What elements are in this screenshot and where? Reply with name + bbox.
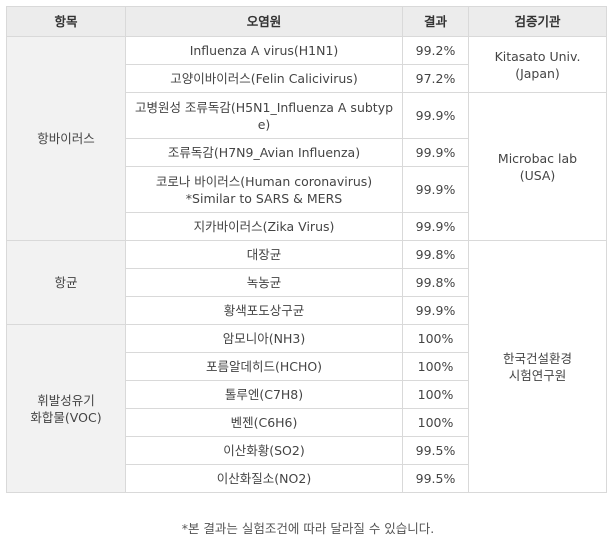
pollutant-cell: 암모니아(NH3) — [125, 324, 403, 353]
group-voc: 휘발성유기 화합물(VOC) — [6, 324, 126, 493]
table-row: 벤젠(C6H6) 100% — [7, 408, 607, 437]
table-row: 포름알데히드(HCHO) 100% — [7, 352, 607, 381]
pollutant-line2: e) — [257, 116, 271, 132]
pollutant-cell: 황색포도상구균 — [125, 296, 403, 325]
agency-korea-line1: 한국건설환경 — [502, 350, 572, 366]
table-row: 항바이러스 Influenza A virus(H1N1) 99.2% Kita… — [6, 36, 607, 241]
header-pollutant: 오염원 — [125, 6, 403, 37]
pollutant-cell: 대장균 — [125, 240, 403, 269]
table-row: 지카바이러스(Zika Virus) 99.9% — [7, 212, 607, 241]
result-cell: 97.2% — [402, 64, 469, 93]
table-row: 조류독감(H7N9_Avian Influenza) 99.9% — [7, 138, 607, 167]
pollutant-cell: 이산화황(SO2) — [125, 436, 403, 465]
result-cell: 99.9% — [402, 296, 469, 325]
pollutant-cell: 톨루엔(C7H8) — [125, 380, 403, 409]
agency-kitasato: Kitasato Univ. (Japan) — [468, 36, 607, 93]
header-agency: 검증기관 — [468, 6, 607, 37]
result-cell: 99.9% — [402, 92, 469, 139]
pollutant-line1: 코로나 바이러스(Human coronavirus) — [155, 173, 373, 189]
results-table-container: 항목 오염원 결과 검증기관 항바이러스 Influenza A virus(H… — [6, 6, 607, 493]
table-row: 톨루엔(C7H8) 100% — [7, 380, 607, 409]
result-cell: 100% — [402, 324, 469, 353]
header-result: 결과 — [402, 6, 469, 37]
pollutant-line1: 고병원성 조류독감(H5N1_Influenza A subtyp — [134, 99, 394, 115]
footnote: *본 결과는 실험조건에 따라 달라질 수 있습니다. — [181, 521, 435, 536]
pollutant-cell: 벤젠(C6H6) — [125, 408, 403, 437]
result-cell: 99.5% — [402, 436, 469, 465]
table-row: 이산화황(SO2) 99.5% — [7, 436, 607, 465]
result-cell: 99.9% — [402, 212, 469, 241]
pollutant-cell: 조류독감(H7N9_Avian Influenza) — [125, 138, 403, 167]
result-cell: 99.8% — [402, 240, 469, 269]
header-item: 항목 — [6, 6, 126, 37]
agency-korea: 한국건설환경 시험연구원 — [468, 240, 607, 493]
pollutant-cell: 고양이바이러스(Felin Calicivirus) — [125, 64, 403, 93]
result-cell: 99.9% — [402, 166, 469, 213]
table-row: 녹농균 99.8% — [7, 268, 607, 297]
table-header-row: 항목 오염원 결과 검증기관 — [6, 6, 607, 37]
result-cell: 100% — [402, 352, 469, 381]
group-voc-line2: 화합물(VOC) — [30, 409, 102, 425]
table-row: 이산화질소(NO2) 99.5% — [7, 464, 607, 493]
pollutant-cell: Influenza A virus(H1N1) — [125, 36, 403, 65]
result-cell: 99.2% — [402, 36, 469, 65]
agency-korea-line2: 시험연구원 — [508, 367, 567, 383]
result-cell: 99.5% — [402, 464, 469, 493]
pollutant-cell: 고병원성 조류독감(H5N1_Influenza A subtyp e) — [125, 92, 403, 139]
agency-microbac-line2: (USA) — [519, 167, 556, 183]
group-antibacterial: 항균 — [6, 240, 126, 325]
table-row: 휘발성유기 화합물(VOC) 암모니아(NH3) 100% — [6, 324, 607, 493]
table-row: 고병원성 조류독감(H5N1_Influenza A subtyp e) 99.… — [7, 92, 607, 241]
agency-microbac: Microbac lab (USA) — [468, 92, 607, 241]
pollutant-cell: 포름알데히드(HCHO) — [125, 352, 403, 381]
pollutant-cell: 이산화질소(NO2) — [125, 464, 403, 493]
table-row: 코로나 바이러스(Human coronavirus) *Similar to … — [7, 166, 607, 213]
group-antivirus: 항바이러스 — [6, 36, 126, 241]
result-cell: 99.8% — [402, 268, 469, 297]
agency-kitasato-line1: Kitasato Univ. — [494, 48, 581, 64]
pollutant-cell: 지카바이러스(Zika Virus) — [125, 212, 403, 241]
result-cell: 99.9% — [402, 138, 469, 167]
pollutant-cell: 코로나 바이러스(Human coronavirus) *Similar to … — [125, 166, 403, 213]
result-cell: 100% — [402, 408, 469, 437]
agency-kitasato-line2: (Japan) — [515, 65, 560, 81]
table-row: 고양이바이러스(Felin Calicivirus) 97.2% — [7, 64, 607, 93]
test-results-table: 항목 오염원 결과 검증기관 항바이러스 Influenza A virus(H… — [6, 6, 607, 493]
table-row: 항균 대장균 99.8% 한국건설환경 시험연구원 — [6, 240, 607, 493]
result-cell: 100% — [402, 380, 469, 409]
group-voc-line1: 휘발성유기 — [37, 392, 95, 408]
table-row: 황색포도상구균 99.9% — [7, 296, 607, 325]
agency-microbac-line1: Microbac lab — [497, 150, 578, 166]
pollutant-line2: *Similar to SARS & MERS — [185, 190, 343, 206]
pollutant-cell: 녹농균 — [125, 268, 403, 297]
